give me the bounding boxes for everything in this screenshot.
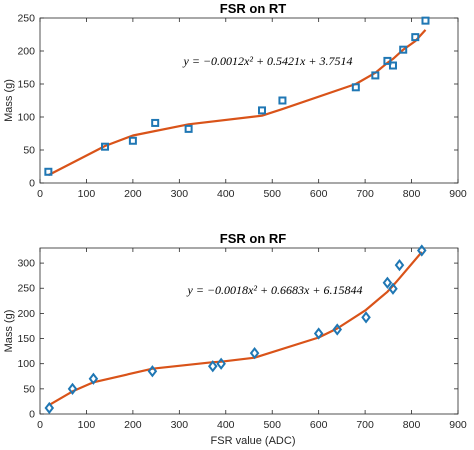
data-point-diamond	[88, 372, 99, 385]
data-point-diamond	[361, 311, 371, 324]
y-tick-label: 150	[17, 79, 35, 91]
chart-title: FSR on RT	[220, 1, 286, 16]
x-tick-label: 600	[310, 419, 328, 431]
x-tick-label: 500	[263, 188, 281, 200]
plot-area	[39, 247, 459, 415]
data-point-square	[258, 106, 267, 115]
data-point-diamond	[67, 382, 78, 395]
x-tick-label: 700	[356, 188, 374, 200]
x-tick-label: 100	[78, 419, 96, 431]
x-tick-label: 500	[263, 419, 281, 431]
x-tick-label: 900	[449, 419, 467, 431]
y-tick-label: 50	[23, 383, 35, 395]
data-point-diamond	[208, 360, 218, 373]
y-tick-label: 200	[17, 308, 35, 320]
x-tick-label: 600	[310, 188, 328, 200]
data-point-diamond	[44, 401, 55, 415]
y-tick-label: 0	[29, 178, 35, 190]
x-tick-label: 300	[171, 188, 189, 200]
x-tick-label: 300	[171, 419, 189, 431]
x-tick-label: 400	[217, 188, 235, 200]
y-tick-label: 100	[17, 112, 35, 124]
y-axis-label: Mass (g)	[3, 79, 15, 122]
fit-equation: y = −0.0018x² + 0.6683x + 6.15844	[187, 283, 363, 297]
data-point-square	[184, 124, 193, 133]
panel-fsr-on-rt: FSR on RT 0 100 200 300 400 500 600 700 800 900 0 50…	[3, 1, 467, 200]
data-point-diamond	[417, 244, 427, 257]
data-point-square	[411, 33, 420, 42]
data-point-square	[101, 142, 110, 151]
x-tick-label: 200	[124, 419, 142, 431]
x-tick-label: 0	[37, 188, 43, 200]
x-tick-label: 200	[124, 188, 142, 200]
data-point-square	[388, 61, 397, 70]
y-tick-label: 50	[23, 145, 35, 157]
data-point-diamond	[332, 323, 343, 336]
data-point-diamond	[388, 282, 398, 295]
data-point-diamond	[249, 347, 260, 360]
data-point-diamond	[394, 258, 405, 272]
y-tick-label: 0	[29, 409, 35, 421]
x-tick-label: 400	[217, 419, 235, 431]
data-point-square	[371, 71, 380, 80]
data-point-square	[421, 16, 430, 25]
x-tick-label: 0	[37, 419, 43, 431]
data-point-square	[278, 96, 287, 105]
x-tick-label: 800	[403, 419, 421, 431]
y-tick-label: 300	[17, 258, 35, 270]
data-point-diamond	[216, 357, 226, 370]
chart-title: FSR on RF	[220, 231, 286, 246]
data-point-square	[128, 136, 137, 145]
data-point-square	[151, 118, 160, 127]
data-point-square	[351, 83, 360, 92]
y-tick-label: 150	[17, 333, 35, 345]
y-tick-label: 250	[17, 283, 35, 295]
fit-equation: y = −0.0012x² + 0.5421x + 3.7514	[183, 54, 353, 68]
data-point-diamond	[147, 365, 158, 378]
data-point-diamond	[382, 276, 393, 289]
x-axis-label: FSR value (ADC)	[211, 435, 296, 447]
plot-area	[39, 17, 459, 184]
data-point-diamond	[313, 327, 324, 340]
y-tick-label: 100	[17, 358, 35, 370]
x-tick-label: 700	[356, 419, 374, 431]
data-point-square	[399, 45, 408, 54]
y-tick-label: 200	[17, 46, 35, 58]
panel-fsr-on-rf: FSR on RF 0 100 200 300 400 500 600 700 800 900 0 50…	[3, 231, 467, 447]
x-tick-label: 100	[78, 188, 96, 200]
data-point-square	[383, 56, 392, 65]
y-axis-label: Mass (g)	[3, 310, 15, 353]
y-tick-label: 250	[17, 13, 35, 25]
x-tick-label: 800	[403, 188, 421, 200]
x-tick-label: 900	[449, 188, 467, 200]
data-point-square	[44, 167, 53, 176]
